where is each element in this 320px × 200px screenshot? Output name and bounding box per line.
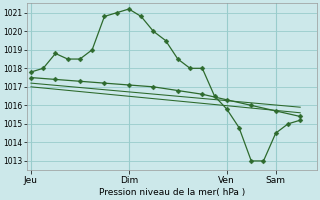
X-axis label: Pression niveau de la mer( hPa ): Pression niveau de la mer( hPa ) (99, 188, 245, 197)
